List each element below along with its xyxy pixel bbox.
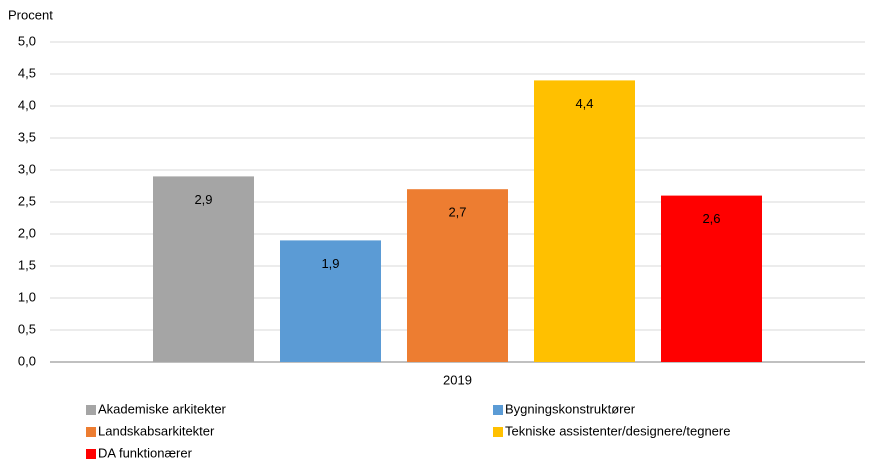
bar bbox=[280, 240, 381, 362]
legend-label: Bygningskonstruktører bbox=[505, 401, 636, 416]
y-tick-label: 0,0 bbox=[18, 353, 36, 368]
legend-label: Akademiske arkitekter bbox=[98, 401, 227, 416]
y-tick-label: 4,0 bbox=[18, 97, 36, 112]
legend-marker bbox=[86, 449, 96, 459]
bar bbox=[661, 195, 762, 362]
y-tick-label: 3,5 bbox=[18, 129, 36, 144]
x-tick-label: 2019 bbox=[443, 372, 472, 387]
y-tick-label: 0,5 bbox=[18, 321, 36, 336]
data-label: 2,6 bbox=[702, 211, 720, 226]
y-tick-label: 1,5 bbox=[18, 257, 36, 272]
legend-label: DA funktionærer bbox=[98, 445, 193, 460]
y-tick-label: 5,0 bbox=[18, 33, 36, 48]
legend-marker bbox=[493, 405, 503, 415]
bar bbox=[534, 80, 635, 363]
data-label: 4,4 bbox=[575, 96, 593, 111]
bar bbox=[153, 176, 254, 362]
y-tick-label: 3,0 bbox=[18, 161, 36, 176]
data-label: 1,9 bbox=[321, 256, 339, 271]
legend-label: Tekniske assistenter/designere/tegnere bbox=[505, 423, 730, 438]
legend-marker bbox=[86, 405, 96, 415]
legend-marker bbox=[493, 427, 503, 437]
data-label: 2,9 bbox=[194, 192, 212, 207]
y-tick-label: 4,5 bbox=[18, 65, 36, 80]
y-tick-label: 1,0 bbox=[18, 289, 36, 304]
legend-label: Landskabsarkitekter bbox=[98, 423, 215, 438]
y-tick-label: 2,5 bbox=[18, 193, 36, 208]
legend-marker bbox=[86, 427, 96, 437]
bar bbox=[407, 189, 508, 362]
data-label: 2,7 bbox=[448, 205, 466, 220]
y-tick-label: 2,0 bbox=[18, 225, 36, 240]
y-axis-label: Procent bbox=[8, 7, 53, 22]
